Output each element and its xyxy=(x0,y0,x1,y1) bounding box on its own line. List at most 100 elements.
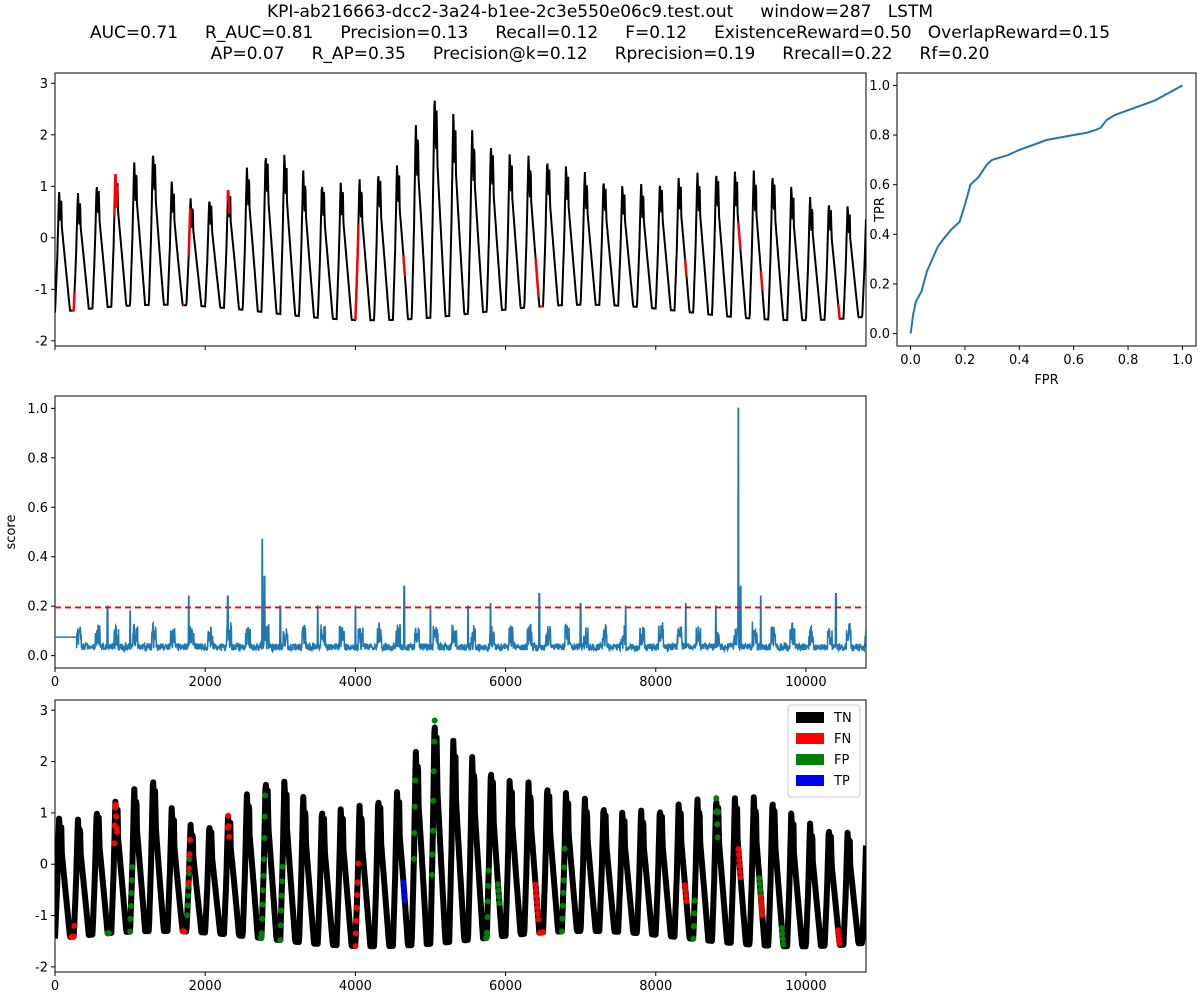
legend-swatch xyxy=(796,775,824,786)
score-y-label: score xyxy=(4,515,19,550)
fn-point xyxy=(353,917,360,924)
y-tick-label: 1.0 xyxy=(869,79,890,94)
legend-swatch xyxy=(796,754,824,765)
roc-panel: 0.0 0.2 0.4 0.6 0.8 1.0 0.0 0.2 0.4 0.6 0.8 1.0 FPR T… xyxy=(869,72,1197,388)
legend-label: TN xyxy=(833,711,852,726)
legend-swatch xyxy=(796,712,824,723)
anomaly-segment xyxy=(187,208,192,257)
fp-point xyxy=(259,901,266,908)
anomaly-segment xyxy=(836,303,841,319)
fp-point xyxy=(495,887,502,894)
fp-point xyxy=(560,889,567,896)
score-panel: 0.0 0.2 0.4 0.6 0.8 1.0 0 2000 4000 6000 8000 10000… xyxy=(4,395,867,690)
fn-point xyxy=(737,874,744,881)
fn-point xyxy=(71,922,78,929)
fp-point xyxy=(412,777,419,784)
fp-point xyxy=(495,881,501,888)
fn-point xyxy=(534,910,541,917)
y-tick-label: 0.0 xyxy=(869,327,890,342)
fn-point xyxy=(352,943,359,950)
roc-x-label: FPR xyxy=(1034,373,1058,388)
fp-point xyxy=(757,886,764,893)
anomaly-segment xyxy=(534,258,540,297)
y-tick-label: 0.0 xyxy=(27,649,48,664)
x-tick-label: 2000 xyxy=(189,675,222,690)
fp-point xyxy=(483,934,490,941)
x-tick-label: 4000 xyxy=(339,675,372,690)
legend-frame xyxy=(787,704,861,798)
x-tick-label: 0.4 xyxy=(1009,353,1030,368)
fn-point xyxy=(111,840,118,847)
fp-point xyxy=(261,835,268,841)
fn-point xyxy=(735,851,742,858)
axes-frame xyxy=(896,72,1197,347)
fp-point xyxy=(260,872,267,879)
fn-point xyxy=(683,898,690,904)
fp-point xyxy=(430,797,437,804)
y-tick-label: 3 xyxy=(40,704,48,719)
x-tick-label: 8000 xyxy=(639,675,672,690)
fp-point xyxy=(128,877,135,884)
fn-point xyxy=(112,801,119,808)
fn-point xyxy=(225,823,232,830)
fn-point xyxy=(355,860,362,867)
fp-point xyxy=(186,870,192,877)
classification-panel: -2 -1 0 1 2 3 0 2000 4000 6000 8000 10000 TN FN FP TP xyxy=(35,699,867,994)
y-tick-label: 1.0 xyxy=(27,402,48,417)
fp-point xyxy=(690,923,697,930)
axes-frame xyxy=(54,699,867,973)
fp-point xyxy=(429,851,436,858)
fn-point xyxy=(758,905,765,912)
fn-point xyxy=(757,894,764,901)
tn-points xyxy=(55,724,866,950)
y-tick-label: -1 xyxy=(35,283,48,298)
fp-point xyxy=(780,941,787,948)
fp-point xyxy=(485,882,492,889)
title-line-2: AUC=0.71 R_AUC=0.81 Precision=0.13 Recal… xyxy=(89,23,1111,43)
fp-point xyxy=(261,813,268,820)
fp-point xyxy=(561,864,568,871)
y-tick-label: 1 xyxy=(40,180,48,195)
fn-point xyxy=(835,931,842,938)
fp-point xyxy=(184,902,191,909)
anomaly-segment xyxy=(71,292,76,312)
fn-point xyxy=(181,928,187,935)
fn-point xyxy=(836,940,843,947)
x-tick-label: 0 xyxy=(51,979,59,994)
y-tick-label: 0.6 xyxy=(27,501,48,516)
roc-y-label: TPR xyxy=(873,197,888,223)
x-tick-label: 8000 xyxy=(639,979,672,994)
legend-label: FP xyxy=(834,753,849,768)
anomaly-segment xyxy=(759,271,764,291)
fp-point xyxy=(128,890,135,897)
fp-point xyxy=(278,892,285,899)
fp-point xyxy=(430,768,437,775)
fp-point xyxy=(713,795,720,802)
fn-point xyxy=(539,929,546,936)
anomaly-segment xyxy=(226,190,231,214)
y-tick-label: 0.4 xyxy=(869,228,890,243)
legend-label: FN xyxy=(834,732,851,747)
fp-point xyxy=(496,900,503,907)
fp-point xyxy=(691,910,698,917)
fp-point xyxy=(277,937,284,944)
fp-point xyxy=(127,915,134,922)
fp-point xyxy=(715,808,722,815)
anomaly-segment xyxy=(683,258,688,277)
fn-point xyxy=(354,879,361,886)
fn-point xyxy=(113,813,120,820)
fn-point xyxy=(682,882,688,889)
y-tick-label: 0 xyxy=(40,858,48,873)
fp-point xyxy=(431,738,438,745)
y-tick-label: 2 xyxy=(40,128,48,143)
y-tick-label: 0 xyxy=(40,231,48,246)
fn-point xyxy=(225,812,232,819)
fn-point xyxy=(759,911,766,918)
fp-point xyxy=(561,845,568,852)
fn-point xyxy=(534,904,541,911)
fp-point xyxy=(105,930,112,937)
fp-point xyxy=(484,914,491,920)
fp-point xyxy=(186,856,193,862)
y-tick-label: 0.2 xyxy=(869,277,890,292)
fp-point xyxy=(756,875,763,882)
